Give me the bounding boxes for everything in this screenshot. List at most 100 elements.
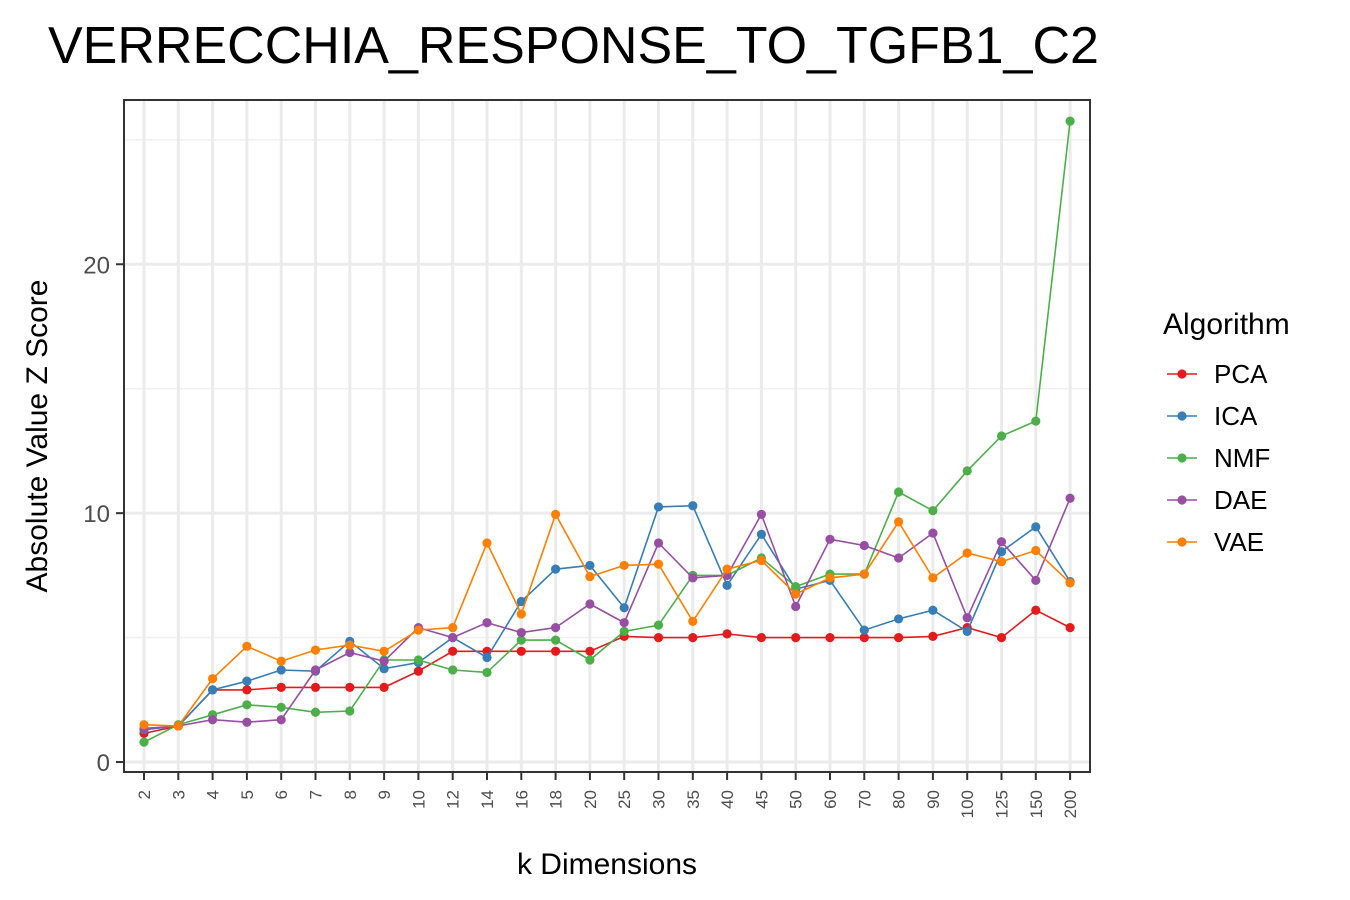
data-point — [859, 633, 869, 643]
data-point — [551, 646, 561, 656]
data-point — [482, 618, 492, 628]
data-point — [996, 431, 1007, 441]
data-point — [722, 564, 732, 574]
legend: Algorithm PCA ICA NMF DAE VAE — [1163, 308, 1290, 557]
grid — [124, 100, 1090, 772]
x-tick-label: 80 — [890, 790, 909, 809]
data-point — [756, 529, 767, 539]
data-point — [756, 509, 767, 519]
data-point — [756, 633, 767, 643]
data-point — [894, 487, 904, 497]
x-tick-label: 50 — [787, 790, 806, 809]
legend-label: NMF — [1214, 443, 1270, 473]
x-tick-label: 6 — [272, 790, 291, 799]
data-point — [1031, 522, 1041, 532]
data-point — [242, 700, 252, 710]
data-point — [756, 555, 767, 566]
data-point — [859, 625, 869, 635]
data-point — [516, 635, 526, 645]
data-point — [242, 717, 252, 727]
legend-label: PCA — [1214, 359, 1268, 389]
legend-item-nmf: NMF — [1167, 443, 1270, 473]
data-point — [139, 720, 149, 730]
data-point — [996, 547, 1007, 557]
data-point — [996, 537, 1007, 547]
data-point — [413, 625, 423, 635]
legend-item-vae: VAE — [1167, 527, 1264, 557]
legend-items: PCA ICA NMF DAE VAE — [1167, 359, 1270, 557]
data-point — [1065, 116, 1075, 126]
data-point — [859, 540, 869, 551]
data-point — [242, 676, 252, 686]
plot-panel-border — [123, 99, 1091, 773]
series-line — [143, 497, 1071, 730]
data-point — [208, 685, 218, 695]
y-axis-title: Absolute Value Z Score — [21, 280, 54, 593]
data-point — [619, 626, 629, 636]
x-tick-label: 16 — [512, 790, 531, 809]
data-point — [928, 506, 938, 516]
data-point — [894, 614, 904, 624]
data-point — [1031, 545, 1041, 556]
x-tick-label: 30 — [650, 790, 669, 809]
legend-key-point — [1177, 453, 1187, 463]
data-point — [276, 682, 286, 692]
data-point — [653, 633, 664, 643]
series-line — [143, 609, 1071, 735]
data-point — [928, 528, 938, 538]
x-axis-title: k Dimensions — [517, 848, 697, 881]
data-point — [894, 517, 904, 527]
data-point — [379, 646, 389, 656]
y-tick-label: 0 — [97, 750, 110, 777]
data-point — [208, 715, 218, 725]
x-tick-label: 35 — [684, 790, 703, 809]
data-point — [208, 674, 218, 684]
data-point — [1065, 493, 1075, 503]
data-point — [345, 682, 355, 692]
data-point — [345, 647, 355, 658]
data-point — [345, 706, 355, 716]
legend-item-dae: DAE — [1167, 485, 1267, 515]
legend-label: DAE — [1214, 485, 1267, 515]
data-point — [619, 560, 629, 571]
data-point — [379, 682, 389, 692]
y-axis: 0 10 20 — [83, 252, 124, 777]
data-point — [310, 682, 321, 692]
data-point — [894, 553, 904, 563]
series-line — [143, 121, 1071, 743]
data-point — [825, 633, 835, 643]
data-point — [894, 633, 904, 643]
x-tick-label: 7 — [307, 790, 326, 799]
data-point — [139, 737, 149, 747]
data-point — [448, 646, 458, 656]
data-point — [688, 501, 698, 511]
data-point — [859, 569, 869, 579]
x-tick-label: 20 — [581, 790, 600, 809]
series-vae — [139, 509, 1075, 731]
data-point — [653, 559, 664, 569]
data-point — [1065, 578, 1075, 588]
data-point — [996, 633, 1007, 643]
data-point — [516, 646, 526, 656]
chart-title: VERRECCHIA_RESPONSE_TO_TGFB1_C2 — [48, 17, 1099, 75]
data-point — [688, 616, 698, 627]
x-tick-label: 90 — [924, 790, 943, 809]
data-point — [310, 707, 321, 717]
data-point — [1031, 575, 1041, 585]
data-point — [1031, 605, 1041, 615]
data-point — [585, 655, 595, 665]
data-point — [653, 502, 664, 512]
x-tick-label: 5 — [238, 790, 257, 799]
data-point — [379, 664, 389, 674]
x-axis: 2 3 4 5 6 7 8 9 10 12 14 16 18 20 25 30 35 40 45 50 60 70 80 90… — [135, 772, 1080, 818]
data-point — [551, 623, 561, 633]
x-tick-label: 10 — [409, 790, 428, 809]
data-point — [585, 646, 595, 656]
data-point — [551, 564, 561, 574]
data-point — [928, 573, 938, 583]
series-line — [143, 512, 1071, 727]
x-tick-label: 25 — [615, 790, 634, 809]
data-point — [722, 629, 732, 639]
data-point — [551, 635, 561, 645]
data-point — [345, 640, 355, 650]
